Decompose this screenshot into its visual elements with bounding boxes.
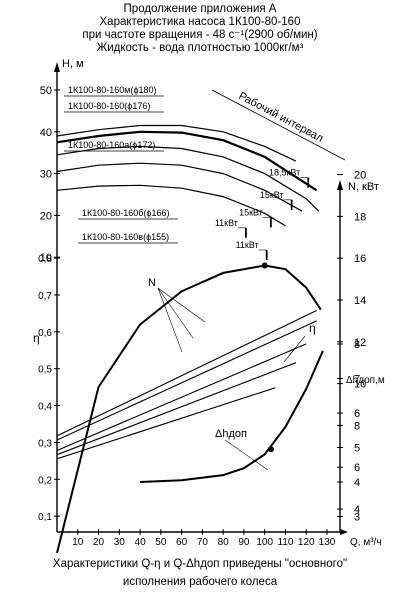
dh-tick-label: 8 — [354, 339, 360, 351]
eta-tick-label: 0,4 — [38, 402, 52, 413]
power-line — [56, 362, 297, 456]
head-curve — [56, 145, 320, 212]
power-leader — [157, 287, 183, 353]
power-annotation: 15кВт — [239, 207, 263, 217]
dh-tick-label: 6 — [354, 408, 360, 420]
q-tick-label: 30 — [114, 537, 126, 548]
power-annotation: 11кВт — [236, 240, 259, 250]
eta-tick-label: 0,2 — [38, 475, 52, 486]
h-tick-label: 20 — [40, 210, 52, 222]
npsh-marker — [267, 446, 274, 453]
head-curve — [56, 130, 318, 192]
q-tick-label: 130 — [319, 537, 336, 548]
npsh-curve — [140, 350, 324, 483]
eta-axis-label: η — [33, 331, 40, 345]
head-curve-label: 1К100-80-160м(ϕ180) — [68, 85, 157, 95]
left-axis-arrow — [54, 62, 60, 72]
n-tick-label: 18 — [354, 211, 366, 223]
n-tick-label: 8 — [354, 420, 360, 432]
header-line-1: Продолжение приложения А — [123, 3, 277, 15]
eta-tick-label: 0,6 — [38, 328, 52, 339]
dh-tick-label: 7 — [354, 374, 360, 386]
n-tick-label: 16 — [354, 253, 366, 265]
n-tick-label: 20 — [354, 170, 366, 182]
power-line — [56, 343, 307, 452]
head-curve-label: 1К100-80-160б(ϕ166) — [82, 208, 170, 218]
q-tick-label: 110 — [277, 537, 293, 548]
q-tick-label: 60 — [176, 537, 188, 548]
eta-tick-label: 0,7 — [38, 291, 52, 302]
h-tick-label: 40 — [40, 127, 52, 139]
power-line — [56, 310, 317, 437]
header-line-2: Характеристика насоса 1К100-80-160 — [99, 16, 301, 28]
eta-tick-label: 0,8 — [38, 254, 52, 265]
head-curve — [56, 124, 297, 162]
eta-tick-label: 0,5 — [38, 365, 52, 376]
power-line — [56, 320, 317, 441]
power-annotation: 18,5кВт — [269, 168, 300, 178]
power-leader — [157, 287, 194, 339]
dh-axis-label: Δhдоп,м — [346, 375, 385, 386]
work-interval-label: Рабочий интервал — [237, 90, 326, 145]
efficiency-marker — [261, 262, 268, 269]
n-tick-label: 12 — [354, 337, 366, 349]
power-annotation: 15кВт — [260, 190, 284, 200]
n-tick-label: 14 — [354, 295, 366, 307]
efficiency-label: η — [309, 321, 316, 335]
head-curve-label: 1К100-80-160в(ϕ155) — [82, 232, 169, 242]
h-tick-label: 50 — [40, 85, 52, 97]
header-line-3: при частоте вращения - 48 с⁻¹(2900 об/ми… — [82, 29, 318, 41]
caption-line-1: Характеристики Q-η и Q-Δhдоп приведены "… — [52, 558, 348, 570]
q-tick-label: 40 — [135, 537, 147, 548]
eta-tick-label: 0,1 — [38, 512, 52, 523]
h-axis-label: H, м — [62, 58, 84, 70]
h-tick-label: 30 — [40, 169, 52, 181]
q-tick-label: 70 — [197, 537, 209, 548]
eta-tick-label: 0,3 — [38, 438, 52, 449]
dh-tick-label: 5 — [354, 443, 360, 455]
head-curve — [56, 184, 286, 227]
q-tick-label: 50 — [155, 537, 167, 548]
q-tick-label: 10 — [72, 537, 84, 548]
head-curve-label: 1К100-80-160а(ϕ172) — [68, 140, 155, 150]
right-axis-arrow — [337, 180, 343, 190]
power-annotation: 11кВт — [215, 218, 238, 228]
n-tick-label: 4 — [354, 504, 360, 516]
efficiency-leader — [283, 335, 306, 363]
h-tick-label: 10 — [40, 252, 52, 264]
n-axis-label: N, кВт — [348, 181, 379, 193]
q-tick-label: 90 — [238, 537, 250, 548]
q-axis-label: Q, м³/ч — [350, 537, 382, 548]
npsh-leader — [224, 439, 269, 471]
dh-tick-label: 4 — [354, 477, 360, 489]
q-tick-label: 80 — [218, 537, 230, 548]
efficiency-curve — [56, 264, 322, 554]
power-leader — [157, 287, 206, 323]
q-tick-label: 120 — [298, 537, 315, 548]
q-tick-label: 20 — [93, 537, 105, 548]
dh-tick-label: 3 — [354, 512, 360, 524]
npsh-label: Δhдоп — [215, 428, 247, 440]
n-tick-label: 6 — [354, 462, 360, 474]
caption-line-2: исполнения рабочего колеса — [122, 576, 278, 588]
q-axis-arrow — [340, 529, 348, 535]
q-tick-label: 100 — [256, 537, 273, 548]
work-interval-line — [211, 89, 346, 161]
header-line-4: Жидкость - вода плотностью 1000кг/м³ — [96, 42, 304, 54]
head-curve-label: 1К100-80-160(ϕ176) — [68, 101, 150, 111]
head-curve — [56, 162, 303, 212]
n-tick-label: 10 — [354, 379, 366, 391]
power-line — [56, 387, 276, 460]
power-lines-label: N — [148, 277, 156, 289]
